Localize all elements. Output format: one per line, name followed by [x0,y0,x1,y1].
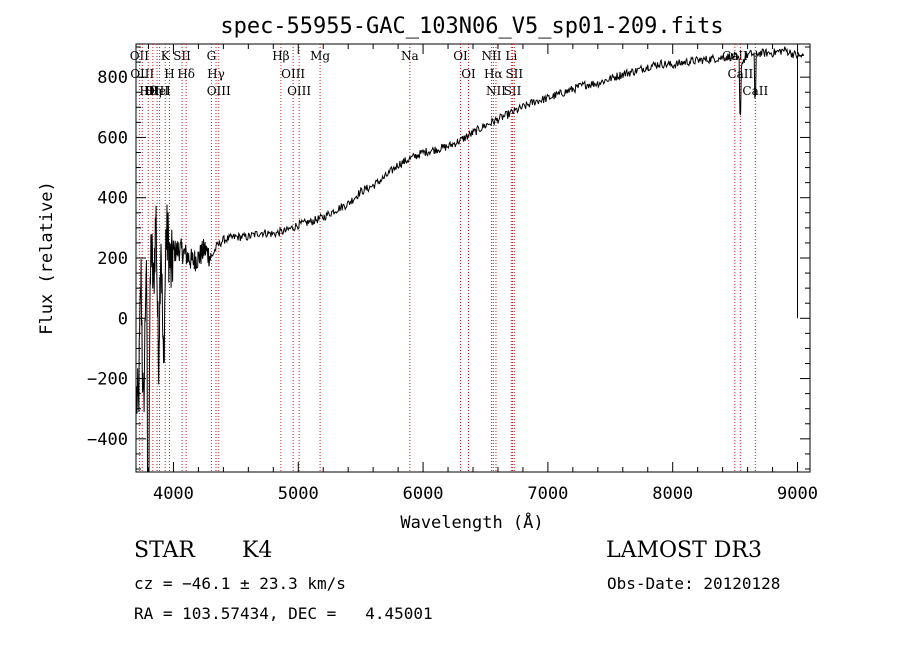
marker-label: OI [453,49,468,63]
marker-label: Mg [310,49,330,63]
x-tick-label: 9000 [777,484,818,504]
marker-label: Hγ [207,67,225,81]
marker-label: HeI [148,84,171,98]
marker-label: OI [461,67,476,81]
redshift-cz: cz = −46.1 ± 23.3 km/s [134,574,346,593]
flux-series-line [136,46,805,473]
y-axis-ticks: −400 −200 0 200 400 600 800 [87,46,810,470]
plot-frame [135,43,811,473]
marker-label: Na [401,49,419,63]
y-tick-label: 600 [97,128,128,148]
spectrum-chart: spec-55955-GAC_103N06_V5_sp01-209.fits O… [37,14,818,533]
x-tick-label: 4000 [153,484,194,504]
marker-label: H [164,67,174,81]
coordinates: RA = 103.57434, DEC = 4.45001 [134,604,433,623]
marker-label: Hη [144,84,162,98]
marker-label: Li [505,49,517,63]
marker-label: CaII [722,49,748,63]
x-axis-label: Wavelength (Å) [400,511,543,533]
marker-label: Hθ [139,84,157,98]
marker-label: SII [173,49,191,63]
marker-label: Hα [484,67,503,81]
x-tick-label: 6000 [403,484,444,504]
marker-label: K [161,49,171,63]
y-tick-label: −200 [87,370,128,390]
marker-label: SII [505,67,523,81]
marker-label: Hβ [272,49,289,63]
marker-label: CaII [727,67,753,81]
y-axis-label: Flux (relative) [37,181,57,335]
survey-name: LAMOST DR3 [606,538,762,563]
y-tick-label: 0 [118,309,128,329]
marker-label: SII [504,84,522,98]
y-tick-label: 400 [97,189,128,209]
x-tick-label: 8000 [652,484,693,504]
object-subclass: K4 [242,538,273,563]
spectral-line-markers: OIIOIIIHθHηOIIIHeIKHSIIHδGHγOIIIHβOIIIOI… [130,44,768,472]
marker-label: NII [481,49,501,63]
object-class: STAR [134,538,195,563]
marker-label: OIII [145,84,169,98]
marker-label: G [207,49,217,63]
marker-label: OIII [281,67,305,81]
marker-label: OIII [287,84,311,98]
marker-label: Hδ [177,67,195,81]
x-tick-label: 7000 [527,484,568,504]
y-tick-label: 200 [97,249,128,269]
y-tick-label: −400 [87,430,128,450]
chart-title: spec-55955-GAC_103N06_V5_sp01-209.fits [220,14,723,39]
observation-date: Obs-Date: 20120128 [607,574,781,593]
marker-label: OIII [207,84,231,98]
x-axis-ticks: 4000 5000 6000 7000 8000 9000 [147,44,818,504]
marker-label: OII [130,49,150,63]
marker-label: OIII [130,67,154,81]
marker-label: NII [486,84,506,98]
x-tick-label: 5000 [278,484,319,504]
y-tick-label: 800 [97,68,128,88]
